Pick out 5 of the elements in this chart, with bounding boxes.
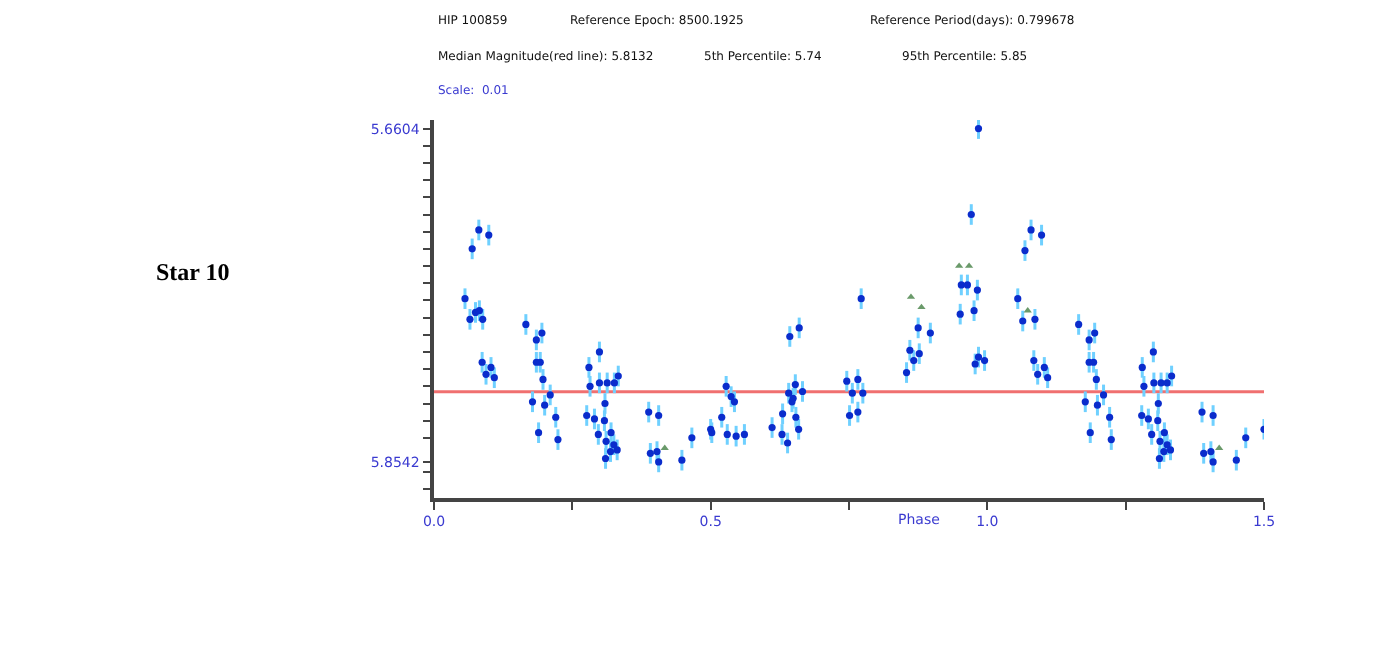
point [917, 303, 926, 310]
text: Star 10 [156, 258, 230, 286]
point [1023, 307, 1032, 313]
point [660, 444, 669, 450]
point [1215, 444, 1224, 450]
